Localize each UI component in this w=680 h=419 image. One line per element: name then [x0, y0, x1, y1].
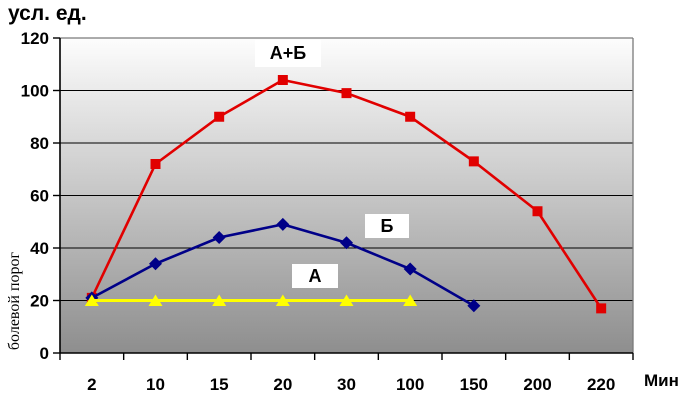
marker-А+Б-15 — [214, 111, 225, 122]
x-tick-label-2: 2 — [87, 375, 96, 394]
marker-А+Б-150 — [468, 156, 479, 167]
x-tick-label-15: 15 — [210, 375, 229, 394]
marker-Б-150 — [467, 299, 481, 313]
x-tick-label-100: 100 — [396, 375, 424, 394]
x-tick-label-20: 20 — [273, 375, 292, 394]
marker-А-100 — [403, 294, 418, 306]
marker-Б-30 — [340, 236, 353, 250]
marker-А+Б-30 — [341, 88, 352, 99]
y-tick-label-20: 20 — [30, 292, 49, 311]
marker-Б-20 — [276, 217, 290, 231]
y-tick-label-0: 0 — [40, 344, 49, 363]
y-tick-label-100: 100 — [21, 82, 49, 101]
chart-title: усл. ед. — [8, 2, 87, 25]
x-tick-label-30: 30 — [337, 375, 356, 394]
y-axis-label: болевой порог — [6, 251, 23, 351]
y-tick-label-120: 120 — [21, 29, 49, 48]
marker-А+Б-20 — [277, 75, 288, 85]
marker-А+Б-10 — [150, 159, 161, 169]
x-tick-label-150: 150 — [460, 375, 488, 394]
marker-А-30 — [339, 294, 354, 306]
x-tick-label-200: 200 — [523, 375, 551, 394]
y-tick-label-60: 60 — [30, 187, 49, 206]
marker-А+Б-220 — [596, 303, 607, 314]
marker-А-20 — [275, 294, 290, 306]
marker-А+Б-100 — [405, 111, 416, 122]
y-tick-label-40: 40 — [30, 239, 49, 258]
marker-А-10 — [148, 294, 163, 306]
x-tick-label-220: 220 — [587, 375, 615, 394]
series-label-a-plus-b: А+Б — [255, 40, 321, 67]
marker-А-2 — [84, 294, 99, 306]
marker-Б-15 — [212, 231, 226, 244]
marker-Б-100 — [403, 262, 417, 276]
marker-Б-10 — [149, 257, 162, 271]
series-label-a: А — [292, 264, 338, 288]
marker-А-15 — [212, 294, 227, 306]
x-axis-unit-label: Мин — [644, 371, 679, 390]
x-tick-label-10: 10 — [146, 375, 165, 394]
y-tick-label-80: 80 — [30, 134, 49, 153]
series-label-b: Б — [365, 214, 409, 238]
marker-А+Б-200 — [532, 206, 543, 217]
